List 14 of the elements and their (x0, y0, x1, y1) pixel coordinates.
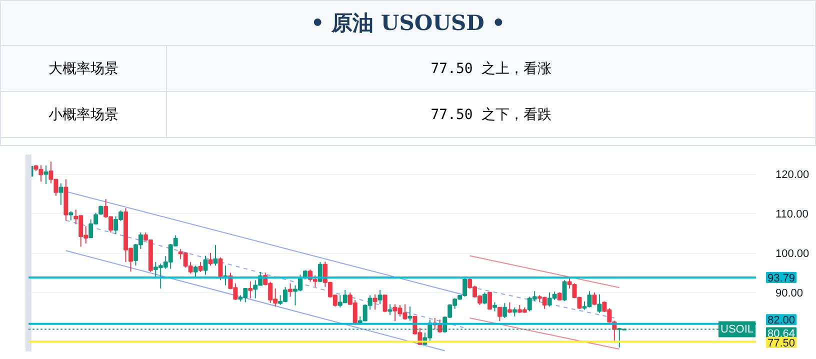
annotation: USOIL (720, 323, 754, 336)
y-tick-label: 100.00 (776, 248, 810, 260)
y-tick-label: 120.00 (776, 169, 810, 182)
chart-title: • 原油 USOUSD • (0, 0, 816, 46)
y-tick-label: 90.00 (776, 287, 804, 300)
y-tick-label: 110.00 (776, 208, 808, 221)
text: 77.50 之下，看跌 (166, 92, 816, 138)
ref-line-label: 82.00 (768, 314, 796, 327)
ref-line-label: 93.79 (768, 272, 796, 284)
text: 77.50 之上，看涨 (166, 46, 816, 92)
ref-line-label: 80.64 (768, 328, 796, 340)
text: 大概率场景 (0, 46, 166, 92)
ref-line-label: 77.50 (768, 337, 796, 350)
text: 小概率场景 (0, 92, 166, 138)
